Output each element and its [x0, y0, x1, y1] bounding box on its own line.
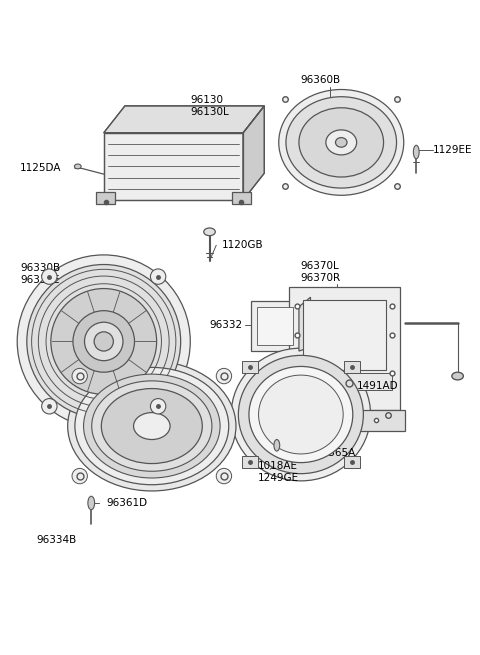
Ellipse shape: [452, 372, 463, 380]
Circle shape: [94, 332, 113, 351]
Ellipse shape: [84, 374, 220, 478]
Text: 1120GB: 1120GB: [222, 240, 264, 250]
Bar: [344, 457, 360, 468]
Bar: [257, 307, 293, 345]
Ellipse shape: [279, 90, 404, 195]
Ellipse shape: [239, 356, 363, 474]
Bar: [96, 193, 115, 204]
Bar: [242, 361, 258, 373]
Circle shape: [72, 368, 87, 384]
Text: 96360B: 96360B: [301, 75, 341, 85]
Ellipse shape: [413, 145, 419, 159]
Ellipse shape: [231, 348, 371, 481]
Circle shape: [42, 269, 57, 284]
Text: 96330B
96330E: 96330B 96330E: [20, 263, 60, 285]
Ellipse shape: [299, 108, 384, 177]
Text: 96370L
96370R: 96370L 96370R: [301, 261, 341, 283]
Circle shape: [42, 399, 57, 414]
Bar: [242, 457, 258, 468]
Bar: [289, 287, 400, 410]
Circle shape: [216, 368, 232, 384]
Bar: [297, 373, 392, 390]
Circle shape: [51, 289, 156, 394]
Ellipse shape: [74, 164, 81, 169]
Circle shape: [72, 468, 87, 484]
Text: 96365A: 96365A: [315, 448, 356, 458]
Ellipse shape: [133, 413, 170, 440]
Polygon shape: [299, 297, 311, 351]
Ellipse shape: [92, 381, 212, 471]
Circle shape: [84, 322, 123, 361]
Polygon shape: [243, 106, 264, 200]
Ellipse shape: [274, 440, 280, 451]
Ellipse shape: [68, 361, 236, 491]
Ellipse shape: [204, 228, 216, 236]
Ellipse shape: [249, 366, 353, 462]
Ellipse shape: [336, 138, 347, 147]
Circle shape: [150, 269, 166, 284]
Text: 96361D: 96361D: [107, 498, 148, 508]
Polygon shape: [251, 301, 299, 351]
Polygon shape: [104, 133, 243, 200]
Circle shape: [17, 255, 190, 428]
Ellipse shape: [326, 130, 357, 155]
Polygon shape: [104, 106, 264, 133]
Ellipse shape: [259, 375, 343, 454]
Text: 96130
96130L: 96130 96130L: [190, 95, 229, 117]
Bar: [303, 300, 386, 370]
Circle shape: [27, 265, 180, 419]
Text: 1018AE
1249GE: 1018AE 1249GE: [258, 461, 299, 483]
Bar: [344, 361, 360, 373]
Bar: [232, 193, 251, 204]
Text: 1129EE: 1129EE: [432, 145, 472, 155]
Bar: [285, 410, 405, 431]
Circle shape: [73, 310, 134, 372]
Circle shape: [150, 399, 166, 414]
Ellipse shape: [101, 388, 202, 464]
Text: 96334B: 96334B: [36, 534, 77, 544]
Ellipse shape: [75, 367, 229, 485]
Text: 96332: 96332: [209, 320, 243, 330]
Ellipse shape: [286, 97, 396, 188]
Circle shape: [216, 468, 232, 484]
Text: 1125DA: 1125DA: [20, 163, 61, 174]
Text: 1491AD: 1491AD: [357, 381, 398, 390]
Ellipse shape: [88, 496, 95, 510]
